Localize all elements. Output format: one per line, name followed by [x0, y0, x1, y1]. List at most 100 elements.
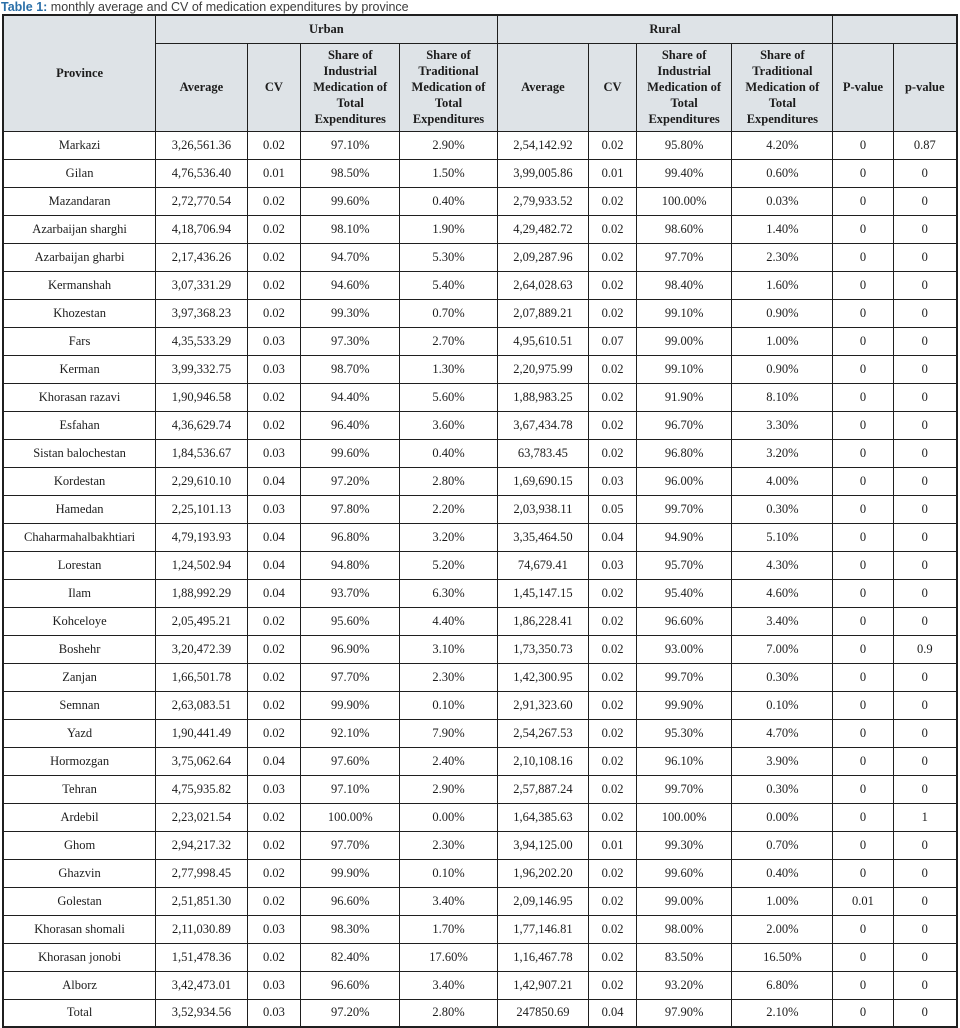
value-cell: 99.40% [635, 158, 733, 188]
table-row: Ghazvin 2,77,998.45 0.02 99.90% 0.10% 1,96,20… [2, 858, 958, 888]
province-cell: Alborz [2, 970, 157, 1000]
value-cell: 0.01 [832, 886, 894, 916]
value-cell: 96.80% [635, 438, 733, 468]
value-cell: 0 [892, 578, 958, 608]
province-cell: Zanjan [2, 662, 157, 692]
col-header-urban-share-traditional: Share of Traditional Medication of Total… [399, 42, 498, 132]
value-cell: 82.40% [300, 942, 401, 972]
value-cell: 0 [832, 606, 894, 636]
value-cell: 4.20% [731, 130, 834, 160]
value-cell: 0 [892, 690, 958, 720]
value-cell: 1,66,501.78 [155, 662, 248, 692]
value-cell: 4.00% [731, 466, 834, 496]
value-cell: 3,35,464.50 [496, 522, 590, 552]
value-cell: 2.90% [399, 130, 498, 160]
value-cell: 0.02 [246, 942, 302, 972]
value-cell: 0 [892, 746, 958, 776]
table-row: Azarbaijan gharbi 2,17,436.26 0.02 94.70% 5.… [2, 242, 958, 272]
value-cell: 0 [832, 578, 894, 608]
value-cell: 2,94,217.32 [155, 830, 248, 860]
province-cell: Semnan [2, 690, 157, 720]
value-cell: 0.03% [731, 186, 834, 216]
value-cell: 2.40% [399, 746, 498, 776]
value-cell: 0.03 [246, 494, 302, 524]
value-cell: 3,20,472.39 [155, 634, 248, 664]
value-cell: 95.70% [635, 550, 733, 580]
value-cell: 98.40% [635, 270, 733, 300]
province-cell: Lorestan [2, 550, 157, 580]
value-cell: 0.04 [588, 998, 637, 1028]
value-cell: 2,20,975.99 [496, 354, 590, 384]
value-cell: 0.02 [588, 886, 637, 916]
value-cell: 4,36,629.74 [155, 410, 248, 440]
value-cell: 0.02 [588, 438, 637, 468]
value-cell: 1,77,146.81 [496, 914, 590, 944]
value-cell: 2.90% [399, 774, 498, 804]
province-cell: Gilan [2, 158, 157, 188]
value-cell: 3,99,005.86 [496, 158, 590, 188]
value-cell: 2,91,323.60 [496, 690, 590, 720]
province-cell: Tehran [2, 774, 157, 804]
value-cell: 96.60% [300, 970, 401, 1000]
value-cell: 0 [832, 746, 894, 776]
value-cell: 0.40% [399, 438, 498, 468]
value-cell: 0 [892, 466, 958, 496]
value-cell: 1,90,441.49 [155, 718, 248, 748]
table-row: Boshehr 3,20,472.39 0.02 96.90% 3.10% 1,73,35… [2, 634, 958, 664]
value-cell: 2,63,083.51 [155, 690, 248, 720]
value-cell: 2.30% [399, 662, 498, 692]
value-cell: 96.40% [300, 410, 401, 440]
province-cell: Ghazvin [2, 858, 157, 888]
value-cell: 0.02 [246, 830, 302, 860]
value-cell: 0 [892, 550, 958, 580]
value-cell: 7.90% [399, 718, 498, 748]
value-cell: 99.10% [635, 298, 733, 328]
group-header-row: Province Urban Rural [2, 14, 958, 132]
value-cell: 2,17,436.26 [155, 242, 248, 272]
value-cell: 0 [892, 494, 958, 524]
value-cell: 2,29,610.10 [155, 466, 248, 496]
value-cell: 2,54,142.92 [496, 130, 590, 160]
value-cell: 99.90% [300, 690, 401, 720]
value-cell: 100.00% [635, 186, 733, 216]
table-row: Sistan balochestan 1,84,536.67 0.03 99.60% 0… [2, 438, 958, 468]
value-cell: 0.90% [731, 354, 834, 384]
value-cell: 5.60% [399, 382, 498, 412]
value-cell: 17.60% [399, 942, 498, 972]
province-cell: Ilam [2, 578, 157, 608]
value-cell: 0 [892, 158, 958, 188]
value-cell: 0 [892, 522, 958, 552]
value-cell: 94.90% [635, 522, 733, 552]
table-row: Ghom 2,94,217.32 0.02 97.70% 2.30% 3,94,125.0… [2, 830, 958, 860]
value-cell: 97.10% [300, 130, 401, 160]
value-cell: 0.05 [588, 494, 637, 524]
value-cell: 0.02 [588, 410, 637, 440]
value-cell: 99.30% [300, 298, 401, 328]
value-cell: 97.70% [300, 662, 401, 692]
value-cell: 1,16,467.78 [496, 942, 590, 972]
value-cell: 0.02 [246, 606, 302, 636]
value-cell: 5.30% [399, 242, 498, 272]
value-cell: 0 [832, 410, 894, 440]
value-cell: 3.30% [731, 410, 834, 440]
province-cell: Khorasan jonobi [2, 942, 157, 972]
province-cell: Azarbaijan gharbi [2, 242, 157, 272]
table-row: Hamedan 2,25,101.13 0.03 97.80% 2.20% 2,03,93… [2, 494, 958, 524]
value-cell: 97.30% [300, 326, 401, 356]
value-cell: 0.03 [588, 550, 637, 580]
value-cell: 2,25,101.13 [155, 494, 248, 524]
value-cell: 0.02 [246, 410, 302, 440]
value-cell: 0.04 [246, 522, 302, 552]
value-cell: 0.02 [588, 746, 637, 776]
value-cell: 96.00% [635, 466, 733, 496]
value-cell: 1.90% [399, 214, 498, 244]
province-cell: Ghom [2, 830, 157, 860]
table-row: Chaharmahalbakhtiari 4,79,193.93 0.04 96.80… [2, 522, 958, 552]
value-cell: 2.20% [399, 494, 498, 524]
value-cell: 0.03 [246, 326, 302, 356]
value-cell: 94.80% [300, 550, 401, 580]
table-row: Khorasan shomali 2,11,030.89 0.03 98.30% 1.7… [2, 914, 958, 944]
value-cell: 0.10% [399, 690, 498, 720]
value-cell: 0.02 [588, 214, 637, 244]
value-cell: 2.70% [399, 326, 498, 356]
